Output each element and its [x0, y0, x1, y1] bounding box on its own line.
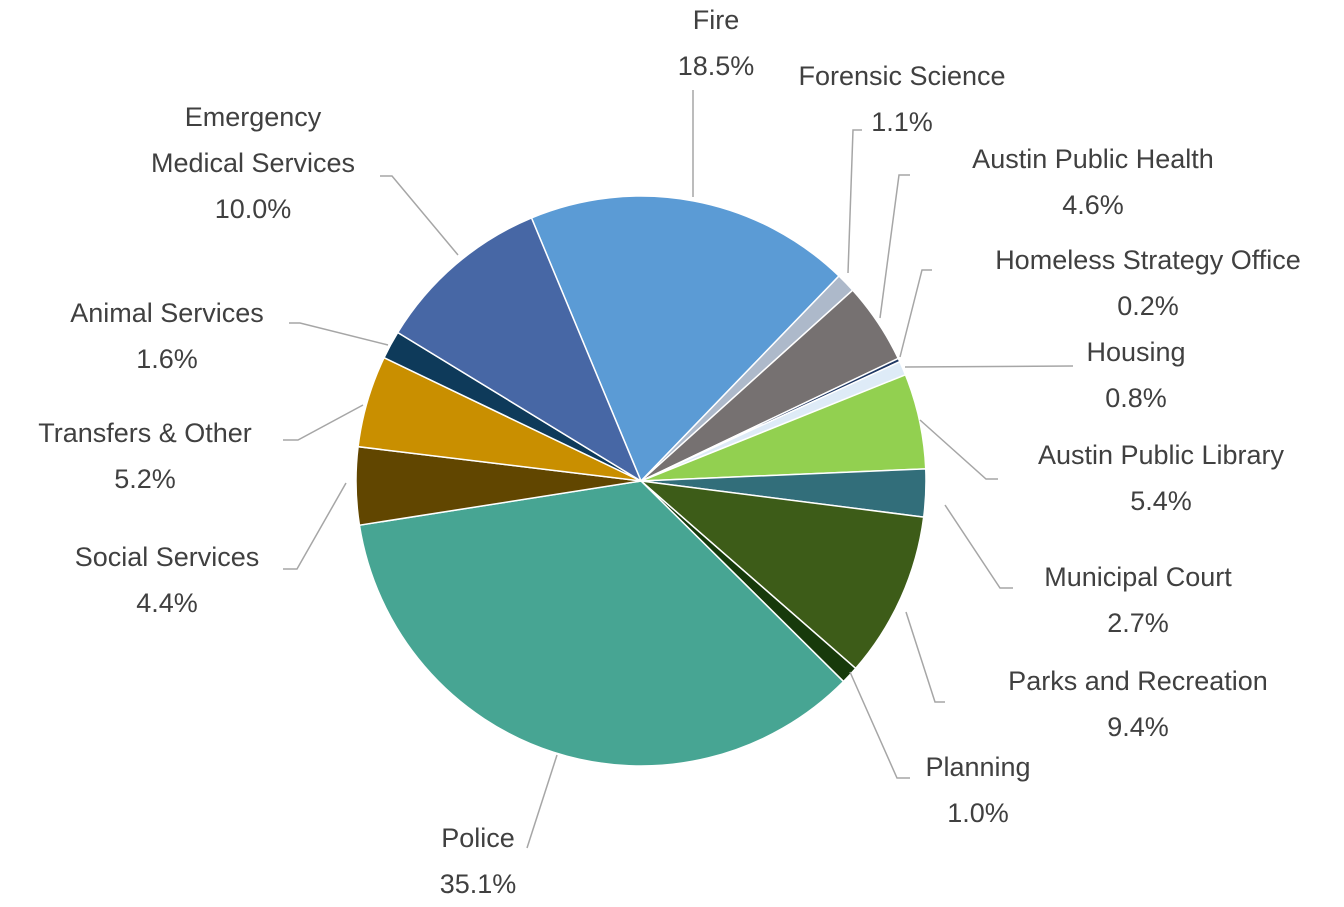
value-label: 5.2%: [114, 464, 176, 494]
category-label: Emergency Medical Services: [150, 102, 356, 178]
leader-line: [289, 322, 389, 346]
value-label: 1.1%: [871, 107, 933, 137]
value-label: 35.1%: [439, 869, 517, 899]
leader-line: [905, 611, 945, 703]
leader-line: [526, 754, 558, 849]
category-label: Animal Services: [70, 298, 264, 328]
value-label: 5.4%: [1130, 486, 1192, 516]
category-label: Homeless Strategy Office: [995, 245, 1301, 275]
data-label: Emergency Medical Services 10.0%: [141, 94, 366, 232]
leader-line: [899, 269, 932, 358]
leader-line: [380, 175, 459, 256]
data-label: Austin Public Library 5.4%: [1038, 432, 1284, 524]
value-label: 4.6%: [1062, 190, 1124, 220]
category-label: Parks and Recreation: [1008, 666, 1268, 696]
leader-line: [847, 129, 862, 274]
data-label: Animal Services 1.6%: [70, 290, 264, 382]
value-label: 10.0%: [214, 194, 292, 224]
data-label: Municipal Court 2.7%: [1044, 554, 1232, 646]
value-label: 0.2%: [1117, 291, 1179, 321]
leader-line: [283, 482, 347, 570]
data-label: Parks and Recreation 9.4%: [1008, 658, 1268, 750]
category-label: Social Services: [74, 542, 260, 572]
leader-line: [879, 174, 910, 319]
data-label: Planning 1.0%: [925, 744, 1030, 836]
data-label: Social Services 4.4%: [75, 534, 260, 626]
value-label: 18.5%: [677, 51, 755, 81]
pie-slice: [396, 216, 643, 483]
value-label: 1.0%: [947, 798, 1009, 828]
pie-slice: [530, 195, 841, 483]
value-label: 9.4%: [1107, 712, 1169, 742]
category-label: Austin Public Health: [972, 144, 1214, 174]
leader-line: [849, 671, 910, 779]
value-label: 2.7%: [1107, 608, 1169, 638]
data-label: Police 35.1%: [440, 815, 517, 907]
category-label: Transfers & Other: [38, 418, 252, 448]
data-label: Austin Public Health 4.6%: [972, 136, 1214, 228]
category-label: Fire: [692, 5, 740, 35]
data-label: Homeless Strategy Office 0.2%: [995, 237, 1301, 329]
pie-slice: [358, 480, 845, 767]
value-label: 4.4%: [136, 588, 198, 618]
category-label: Planning: [925, 752, 1031, 782]
leader-line: [944, 504, 1013, 589]
category-label: Austin Public Library: [1037, 440, 1285, 470]
category-label: Housing: [1086, 337, 1186, 367]
data-label: Transfers & Other 5.2%: [38, 410, 252, 502]
category-label: Forensic Science: [798, 61, 1006, 91]
leader-line: [283, 404, 364, 441]
data-label: Fire 18.5%: [678, 0, 755, 89]
pie-slice: [638, 479, 925, 670]
value-label: 1.6%: [136, 344, 198, 374]
leader-line: [904, 365, 1074, 368]
leader-line: [919, 419, 998, 480]
data-label: Housing 0.8%: [1086, 329, 1185, 421]
category-label: Police: [441, 823, 515, 853]
value-label: 0.8%: [1105, 383, 1167, 413]
data-label: Forensic Science 1.1%: [798, 53, 1005, 145]
category-label: Municipal Court: [1044, 562, 1232, 592]
